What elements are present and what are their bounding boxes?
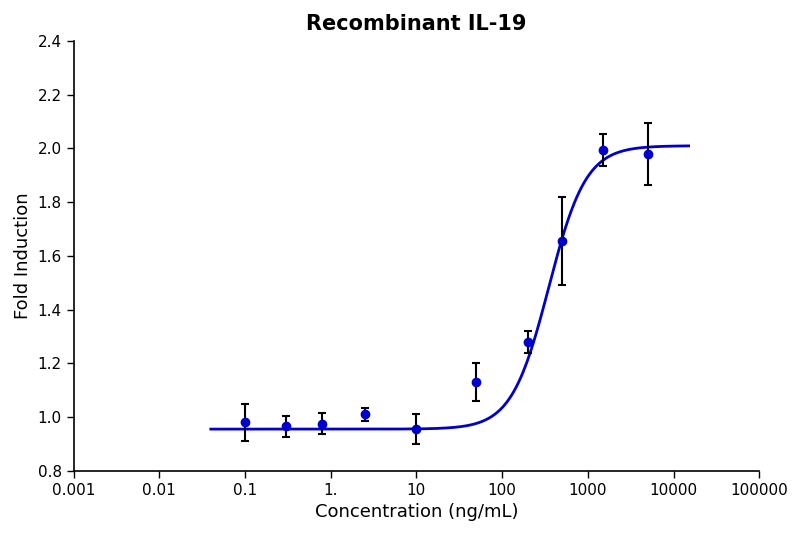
Title: Recombinant IL-19: Recombinant IL-19 xyxy=(306,14,527,34)
Y-axis label: Fold Induction: Fold Induction xyxy=(14,193,32,319)
X-axis label: Concentration (ng/mL): Concentration (ng/mL) xyxy=(314,503,518,521)
